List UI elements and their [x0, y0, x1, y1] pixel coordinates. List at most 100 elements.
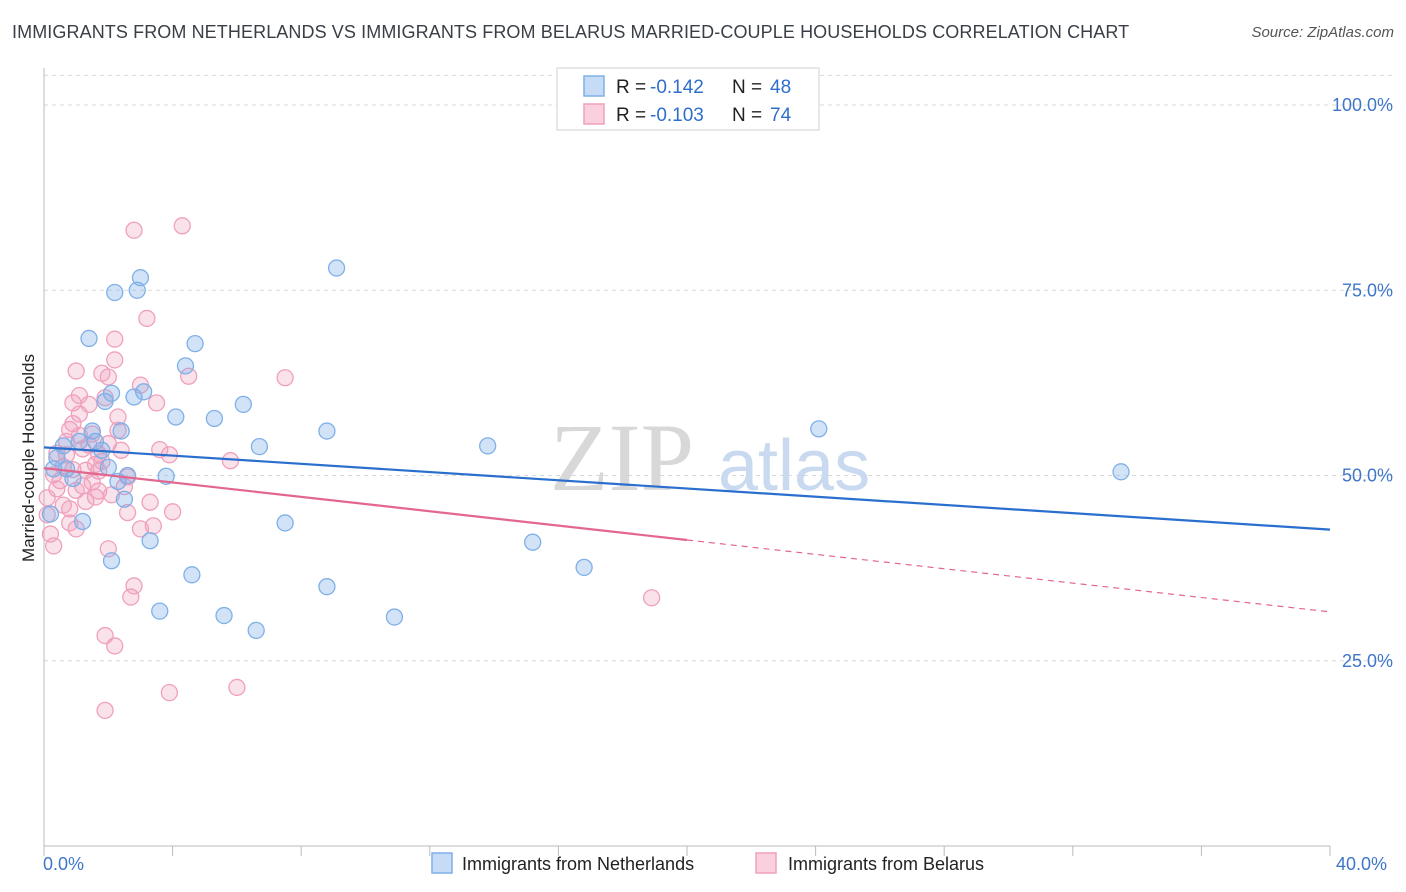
scatter-point [144, 517, 162, 535]
scatter-point [131, 520, 150, 538]
scatter-point [125, 221, 143, 239]
scatter-point [112, 441, 130, 459]
bottom-legend-swatch-netherlands [431, 852, 453, 874]
scatter-point [180, 367, 198, 385]
scatter-point [70, 405, 89, 423]
scatter-point [99, 368, 117, 386]
scatter-point [118, 503, 137, 522]
scatter-point [106, 330, 124, 348]
series-netherlands-points [41, 259, 1130, 640]
scatter-point [147, 394, 166, 412]
scatter-point [106, 283, 124, 302]
scatter-point [61, 514, 79, 532]
scatter-point [173, 217, 191, 235]
scatter-point [228, 678, 246, 697]
trend-lines [43, 446, 1331, 613]
scatter-point [122, 588, 140, 606]
scatter-point [102, 384, 121, 402]
scatter-point [135, 383, 153, 401]
y-tick-label: 100.0% [1332, 95, 1393, 115]
scatter-point [167, 408, 185, 426]
scatter-point [41, 505, 60, 523]
scatter-point [176, 357, 195, 375]
scatter-point [125, 388, 143, 406]
watermark-zip: ZIP [550, 404, 694, 511]
scatter-point [54, 437, 72, 455]
y-tick-label: 75.0% [1342, 280, 1393, 300]
series-legend: Immigrants from Netherlands Immigrants f… [431, 852, 984, 874]
scatter-point [125, 577, 143, 595]
scatter-point [112, 422, 130, 440]
y-axis-title: Married-couple Households [19, 354, 38, 562]
legend-r-label-netherlands: R = [616, 77, 646, 98]
scatter-point [109, 408, 127, 426]
scatter-point [186, 334, 204, 353]
scatter-point [96, 701, 114, 720]
scatter-point [151, 602, 169, 620]
scatter-point [70, 432, 89, 451]
scatter-point [99, 458, 117, 477]
x-ticks [43, 846, 1331, 856]
legend-n-label-netherlands: N = [732, 77, 762, 98]
scatter-point [141, 493, 159, 511]
scatter-point [215, 606, 233, 625]
source-credit: Source: ZipAtlas.com [1251, 24, 1394, 41]
y-tick-labels: 25.0% 50.0% 75.0% 100.0% [1332, 95, 1393, 671]
trend-line-solid [43, 467, 688, 542]
scatter-point [575, 558, 593, 577]
scatter-point [106, 637, 124, 655]
scatter-point [276, 514, 294, 532]
y-tick-label: 25.0% [1342, 651, 1393, 671]
bottom-legend-label-netherlands: Immigrants from Netherlands [462, 854, 694, 874]
scatter-point [102, 552, 121, 570]
scatter-point [67, 362, 85, 380]
scatter-point [318, 578, 336, 596]
legend-r-value-netherlands: -0.142 [650, 77, 704, 98]
scatter-point [327, 259, 346, 277]
scatter-point [247, 621, 265, 640]
scatter-point [524, 533, 542, 551]
scatter-point [80, 329, 98, 348]
scatter-point [810, 420, 828, 438]
legend-r-label-belarus: R = [616, 105, 646, 126]
x-tick-label-max: 40.0% [1336, 854, 1387, 874]
legend-swatch-netherlands [583, 75, 605, 97]
scatter-point [276, 369, 294, 387]
scatter-point [479, 437, 497, 455]
trend-line-solid [43, 446, 1331, 531]
scatter-point [86, 432, 105, 451]
bottom-legend-label-belarus: Immigrants from Belarus [788, 854, 984, 874]
scatter-point [205, 409, 224, 428]
legend-swatch-belarus [583, 103, 605, 125]
scatter-point [250, 437, 269, 456]
scatter-point [1112, 463, 1130, 481]
scatter-point [115, 490, 134, 508]
grid-lines [44, 74, 1392, 662]
y-tick-label: 50.0% [1342, 466, 1393, 486]
watermark-atlas: atlas [718, 426, 870, 506]
legend-n-label-belarus: N = [732, 105, 762, 126]
trend-line-dashed [686, 539, 1331, 613]
scatter-point [160, 683, 179, 702]
scatter-point [61, 500, 79, 518]
chart-title: IMMIGRANTS FROM NETHERLANDS VS IMMIGRANT… [12, 22, 1130, 42]
bottom-legend-swatch-belarus [755, 852, 777, 874]
legend-n-value-netherlands: 48 [770, 77, 791, 98]
scatter-point [385, 608, 404, 626]
scatter-point [318, 422, 336, 440]
scatter-point [90, 482, 108, 500]
scatter-point [44, 537, 63, 555]
scatter-point [77, 492, 95, 511]
scatter-point [642, 589, 661, 607]
scatter-point [138, 309, 156, 328]
legend-n-value-belarus: 74 [770, 105, 792, 126]
x-tick-label-min: 0.0% [43, 854, 84, 874]
scatter-point [73, 512, 92, 531]
scatter-point [106, 351, 124, 369]
scatter-point [141, 532, 159, 550]
legend-r-value-belarus: -0.103 [650, 105, 704, 126]
scatter-point [183, 566, 201, 584]
scatter-point [234, 395, 252, 414]
scatter-point [163, 503, 182, 521]
